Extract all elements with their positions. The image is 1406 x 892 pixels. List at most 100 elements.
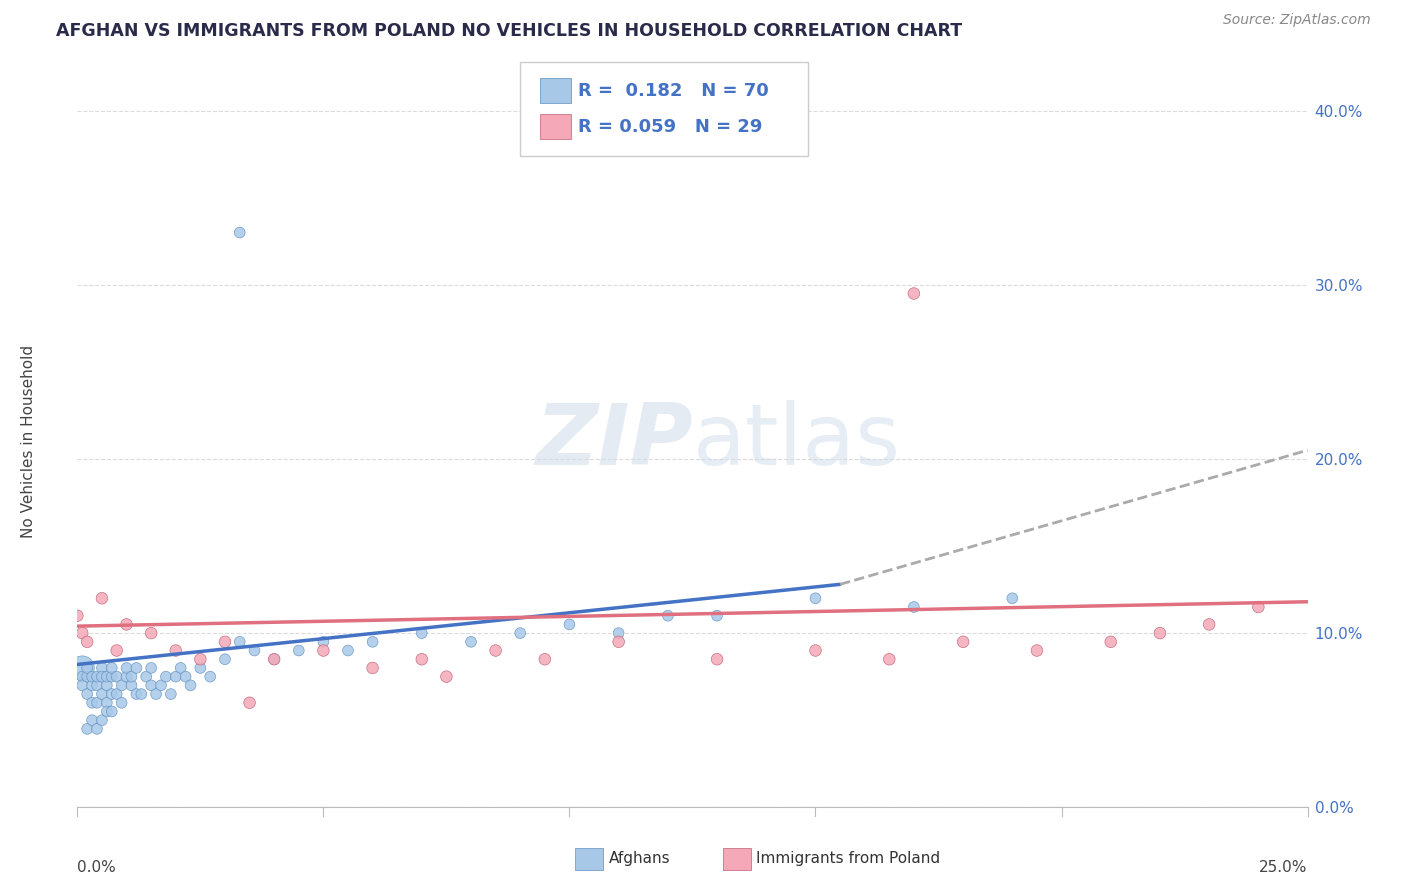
Point (1247, 599, 1270, 614)
Point (86, 670, 108, 684)
Point (90, 591, 114, 606)
Point (105, 687, 128, 701)
Point (190, 652, 212, 666)
Point (288, 643, 311, 657)
Point (145, 687, 167, 701)
Point (558, 617, 581, 632)
Point (411, 626, 433, 640)
Point (165, 643, 187, 657)
Point (96, 678, 118, 692)
Point (534, 652, 557, 666)
Point (150, 678, 173, 692)
Point (76, 687, 98, 701)
Point (115, 617, 138, 632)
Text: Immigrants from Poland: Immigrants from Poland (756, 851, 941, 865)
Point (76, 670, 98, 684)
Point (312, 635, 335, 649)
Point (70, 678, 93, 692)
Point (263, 652, 285, 666)
Point (229, 226, 252, 240)
Point (70, 670, 93, 684)
Point (76, 635, 98, 649)
Text: ZIP: ZIP (534, 400, 693, 483)
Text: 0.0%: 0.0% (77, 860, 117, 874)
Point (101, 705, 124, 719)
Point (1198, 617, 1220, 632)
Point (86, 696, 108, 710)
Point (105, 670, 128, 684)
Point (141, 661, 163, 675)
Point (121, 678, 143, 692)
Point (214, 635, 236, 649)
Point (111, 678, 132, 692)
Point (239, 696, 262, 710)
Point (607, 626, 630, 640)
Point (86, 678, 108, 692)
Point (804, 591, 827, 606)
Point (361, 661, 384, 675)
Point (1001, 591, 1024, 606)
Point (229, 635, 252, 649)
Point (82, 696, 104, 710)
Point (190, 661, 212, 675)
Point (706, 652, 728, 666)
Point (214, 652, 236, 666)
Point (361, 635, 384, 649)
Point (121, 670, 143, 684)
Point (657, 608, 679, 623)
Point (485, 643, 508, 657)
Point (115, 661, 138, 675)
Point (243, 643, 266, 657)
Point (105, 643, 128, 657)
Text: Afghans: Afghans (609, 851, 671, 865)
Point (180, 678, 202, 692)
Text: 25.0%: 25.0% (1260, 860, 1308, 874)
Point (96, 696, 118, 710)
Text: Source: ZipAtlas.com: Source: ZipAtlas.com (1223, 13, 1371, 28)
Point (1149, 626, 1171, 640)
Point (90, 687, 114, 701)
Point (607, 635, 630, 649)
Text: AFGHAN VS IMMIGRANTS FROM POLAND NO VEHICLES IN HOUSEHOLD CORRELATION CHART: AFGHAN VS IMMIGRANTS FROM POLAND NO VEHI… (56, 22, 962, 40)
Point (70, 661, 93, 675)
Point (141, 678, 163, 692)
Point (509, 626, 531, 640)
Point (200, 670, 222, 684)
Point (165, 670, 187, 684)
Point (70, 626, 93, 640)
Point (436, 670, 458, 684)
Point (160, 687, 183, 701)
Point (174, 670, 197, 684)
Point (90, 670, 114, 684)
Point (952, 635, 974, 649)
Point (115, 670, 138, 684)
Point (111, 696, 132, 710)
Point (90, 661, 114, 675)
Point (125, 661, 148, 675)
Point (101, 661, 124, 675)
Point (86, 722, 108, 736)
Point (706, 608, 728, 623)
Point (82, 713, 104, 727)
Point (879, 652, 901, 666)
Text: R =  0.182   N = 70: R = 0.182 N = 70 (578, 82, 769, 100)
Point (903, 599, 925, 614)
Text: R = 0.059   N = 29: R = 0.059 N = 29 (578, 118, 762, 136)
Point (90, 713, 114, 727)
Point (101, 687, 124, 701)
Point (1026, 643, 1049, 657)
Point (131, 687, 153, 701)
Point (155, 670, 177, 684)
Point (337, 643, 360, 657)
Text: No Vehicles in Household: No Vehicles in Household (21, 345, 35, 538)
Point (903, 286, 925, 301)
Point (460, 635, 482, 649)
Point (96, 705, 118, 719)
Point (141, 626, 163, 640)
Point (170, 661, 193, 675)
Point (76, 661, 98, 675)
Text: atlas: atlas (693, 400, 900, 483)
Point (263, 652, 285, 666)
Point (312, 643, 335, 657)
Point (76, 722, 98, 736)
